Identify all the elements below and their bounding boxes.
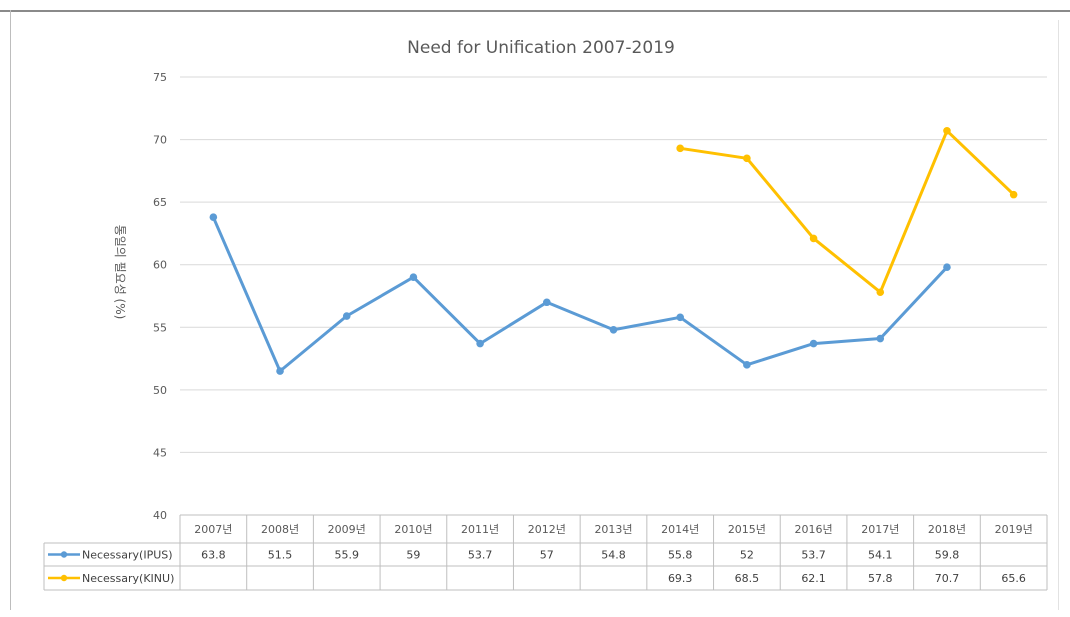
data-table: 2007년 2008년 2009년 2010년 2011년 2012년 2013년 2014년… <box>43 514 1048 591</box>
data-point <box>943 263 951 272</box>
table-cell-value: 65.6 <box>1001 572 1026 585</box>
y-tick-label: 75 <box>153 71 167 84</box>
table-cell-value: 53.7 <box>468 549 493 562</box>
y-tick-label: 45 <box>153 446 167 459</box>
x-tick-label: 2014년 <box>661 523 699 536</box>
table-cell-value: 63.8 <box>201 549 226 562</box>
data-point <box>743 154 751 163</box>
y-tick-labels: 40 45 50 55 60 65 70 75 <box>153 71 167 522</box>
table-cell-value: 59.8 <box>935 549 960 562</box>
y-tick-label: 60 <box>153 259 167 272</box>
x-tick-label: 2012년 <box>528 523 566 536</box>
y-tick-label: 40 <box>153 509 167 522</box>
data-point <box>543 298 551 307</box>
table-cell-value: 54.1 <box>868 549 893 562</box>
data-point <box>209 213 218 221</box>
data-point <box>609 325 618 334</box>
table-cell-value: 52 <box>740 549 754 562</box>
table-cell-value: 53.7 <box>801 549 826 562</box>
y-tick-label: 55 <box>153 321 167 334</box>
table-cell-value: 55.8 <box>668 549 693 562</box>
legend-label: Necessary(KINU) <box>82 572 174 585</box>
table-cell-value: 57 <box>540 549 554 562</box>
table-cell-value: 57.8 <box>868 572 893 585</box>
legend-label: Necessary(IPUS) <box>82 549 173 562</box>
data-point <box>809 234 818 243</box>
x-tick-label: 2013년 <box>594 523 632 536</box>
data-point <box>276 367 284 375</box>
top-border <box>0 10 1070 12</box>
x-tick-label: 2018년 <box>928 523 966 536</box>
x-tick-label: 2017년 <box>861 523 899 536</box>
table-cell-value: 55.9 <box>334 549 359 562</box>
y-tick-label: 70 <box>153 134 167 147</box>
series-points <box>209 127 1018 375</box>
table-cell-value: 51.5 <box>268 549 293 562</box>
table-cell-value: 59 <box>406 549 420 562</box>
x-tick-label: 2015년 <box>728 523 766 536</box>
data-point <box>342 312 351 320</box>
y-tick-label: 50 <box>153 384 167 397</box>
legend-key-marker <box>60 551 68 558</box>
series-line <box>211 215 949 373</box>
table-cell-value: 69.3 <box>668 572 693 585</box>
data-point <box>1009 190 1018 199</box>
x-tick-label: 2011년 <box>461 523 499 536</box>
x-tick-label: 2016년 <box>795 523 833 536</box>
data-point <box>676 144 684 153</box>
table-cell-value: 70.7 <box>935 572 960 585</box>
data-point <box>676 313 684 322</box>
table-cell-value: 62.1 <box>801 572 826 585</box>
table-cell-value: 68.5 <box>735 572 760 585</box>
chart-title: Need for Unification 2007-2019 <box>407 38 675 58</box>
series-lines <box>211 129 1016 373</box>
legend-key-marker <box>60 574 68 582</box>
data-point <box>876 334 885 343</box>
data-point <box>476 339 484 348</box>
y-tick-label: 65 <box>153 196 167 209</box>
y-axis-label: 통일의 필요성 (%) <box>113 225 127 320</box>
data-point <box>943 127 951 135</box>
right-border <box>1058 20 1059 610</box>
x-tick-label: 2008년 <box>261 523 299 536</box>
data-point <box>743 361 751 369</box>
data-point <box>876 288 885 297</box>
data-point <box>809 339 818 348</box>
x-tick-label: 2007년 <box>194 523 232 536</box>
left-border <box>10 10 11 610</box>
x-tick-label: 2019년 <box>995 523 1033 536</box>
data-point <box>409 273 418 282</box>
x-tick-label: 2009년 <box>328 523 366 536</box>
x-tick-label: 2010년 <box>394 523 432 536</box>
gridlines <box>180 76 1047 453</box>
table-cell-value: 54.8 <box>601 549 626 562</box>
series-line <box>678 129 1016 294</box>
